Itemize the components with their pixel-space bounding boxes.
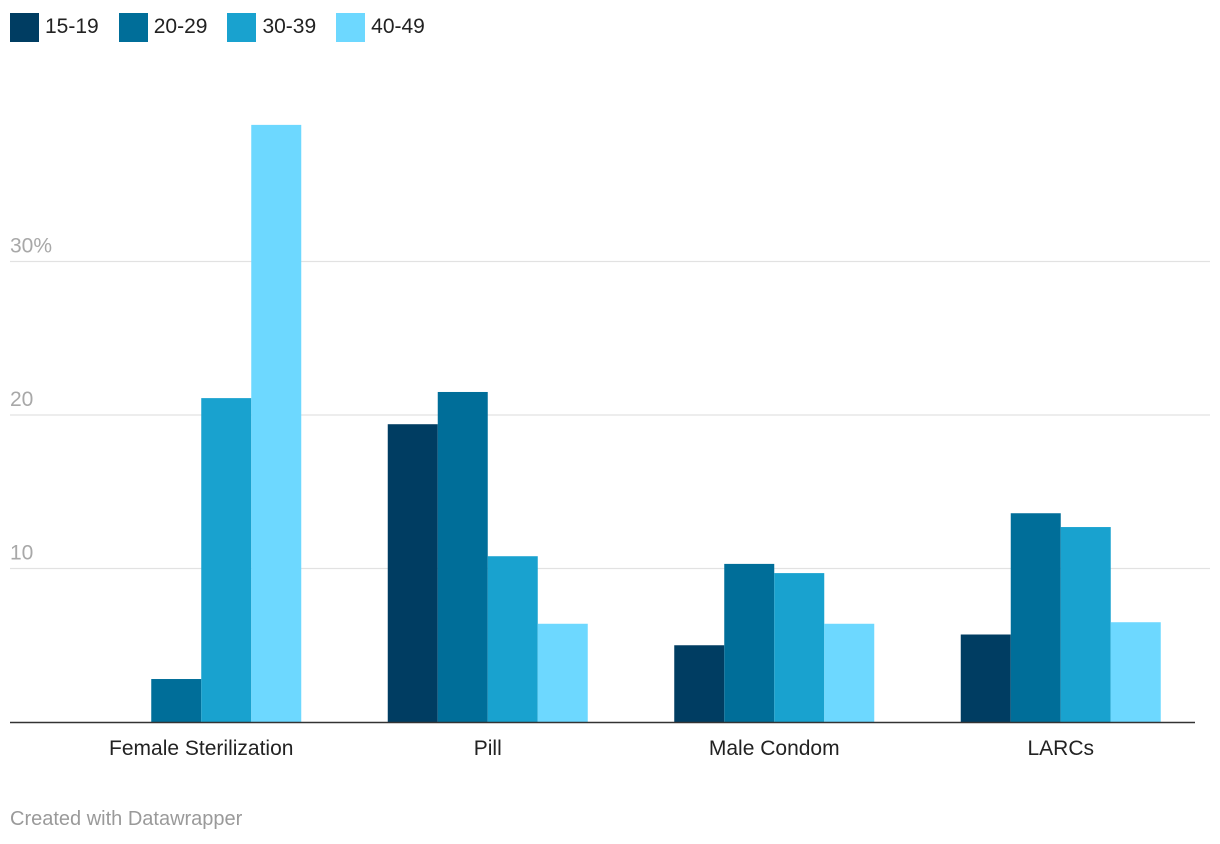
legend-swatch	[227, 12, 257, 42]
x-axis: Female Sterilization Pill Male Condom LARCs	[10, 721, 1195, 760]
bar-20-29-larcs[interactable]	[1010, 513, 1061, 722]
y-tick-label: 10	[10, 542, 33, 565]
bar-30-39-male-condom[interactable]	[774, 573, 825, 722]
bar-15-19-larcs[interactable]	[960, 634, 1011, 722]
bars	[151, 124, 1161, 722]
legend-swatch	[336, 12, 366, 42]
bar-30-39-pill[interactable]	[487, 556, 538, 722]
legend-item-40-49: 40-49	[336, 12, 425, 42]
bar-30-39-larcs[interactable]	[1060, 527, 1111, 722]
legend-swatch	[118, 12, 148, 42]
legend-label: 30-39	[262, 15, 317, 38]
legend-item-15-19: 15-19	[10, 12, 99, 42]
bar-30-39-female-sterilization[interactable]	[201, 398, 252, 722]
bar-40-49-female-sterilization[interactable]	[251, 124, 302, 722]
legend-label: 40-49	[371, 15, 425, 38]
bar-40-49-male-condom[interactable]	[824, 623, 875, 722]
x-category-label: Pill	[474, 737, 502, 760]
legend-item-20-29: 20-29	[118, 12, 208, 42]
legend: 15-19 20-29 30-39 40-49	[10, 12, 445, 42]
bar-20-29-pill[interactable]	[437, 391, 488, 722]
bar-40-49-larcs[interactable]	[1110, 622, 1161, 722]
y-tick-label: 20	[10, 388, 33, 411]
x-category-label: LARCs	[1027, 737, 1094, 760]
legend-item-30-39: 30-39	[227, 12, 316, 42]
x-category-label: Female Sterilization	[109, 737, 293, 760]
legend-label: 20-29	[153, 15, 208, 38]
y-tick-label: 30%	[10, 235, 52, 258]
bar-15-19-pill[interactable]	[387, 424, 438, 722]
x-category-label: Male Condom	[709, 737, 840, 760]
bar-20-29-female-sterilization[interactable]	[151, 679, 202, 722]
bar-20-29-male-condom[interactable]	[724, 563, 775, 722]
credit-text[interactable]: Created with Datawrapper	[10, 808, 243, 830]
bar-15-19-male-condom[interactable]	[674, 645, 725, 722]
legend-swatch	[10, 12, 39, 42]
bar-40-49-pill[interactable]	[537, 623, 588, 722]
legend-label: 15-19	[45, 15, 99, 38]
